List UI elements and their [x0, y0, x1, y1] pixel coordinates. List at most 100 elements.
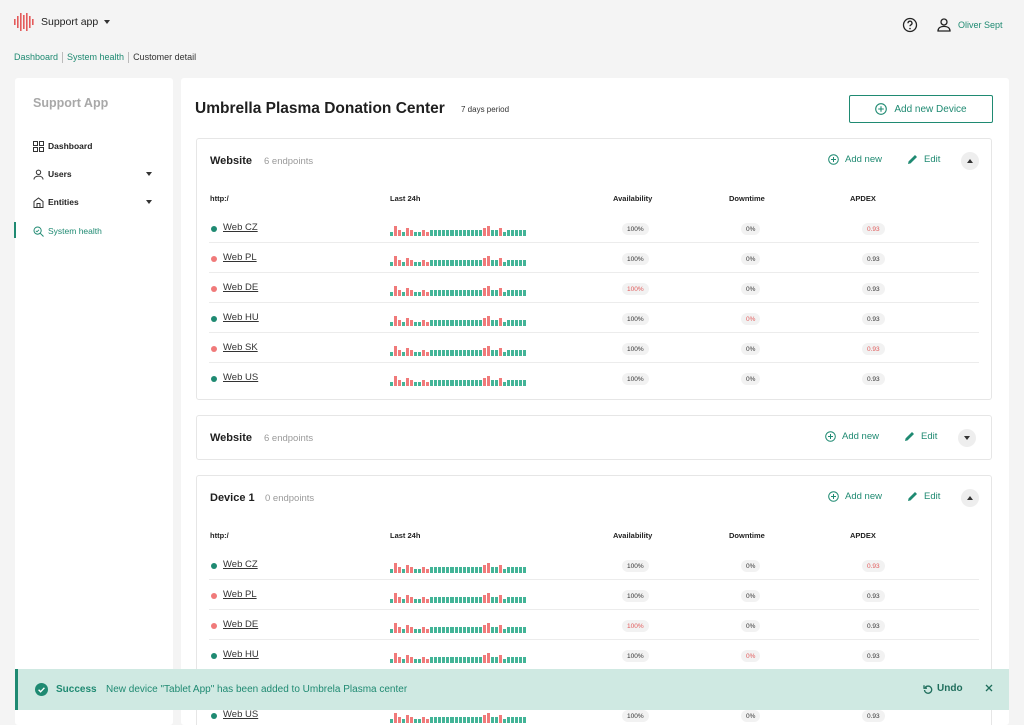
- apdex-badge: 0.93: [862, 343, 885, 355]
- endpoint-link[interactable]: Web DE: [223, 619, 259, 630]
- endpoint-link[interactable]: Web PL: [223, 252, 257, 263]
- breadcrumb-separator: [128, 52, 130, 63]
- spark-bar: [514, 627, 518, 633]
- spark-bar: [490, 320, 494, 326]
- collapse-toggle[interactable]: [961, 152, 979, 170]
- spark-bar: [394, 316, 398, 326]
- spark-bar: [519, 717, 523, 723]
- app-switcher[interactable]: Support app: [41, 16, 111, 28]
- spark-bar: [422, 320, 426, 326]
- spark-bar: [490, 657, 494, 663]
- spark-bar: [410, 260, 414, 266]
- edit-pencil-icon: [905, 432, 914, 441]
- spark-bar: [486, 316, 490, 326]
- endpoint-link[interactable]: Web CZ: [223, 222, 258, 233]
- spark-bar: [502, 232, 506, 236]
- spark-bar: [414, 382, 418, 386]
- top-bar: Support app Oliver Sept: [0, 0, 1024, 48]
- spark-bar: [426, 382, 430, 386]
- breadcrumb-current: Customer detail: [133, 52, 197, 62]
- add-endpoint-button[interactable]: Add new: [825, 431, 879, 442]
- edit-card-button[interactable]: Edit: [907, 491, 940, 502]
- endpoint-count: 6 endpoints: [264, 156, 314, 167]
- spark-bar: [398, 627, 402, 633]
- spark-bar: [474, 657, 478, 663]
- spark-bar: [458, 260, 462, 266]
- spark-bar: [398, 230, 402, 236]
- user-icon[interactable]: [936, 17, 952, 33]
- apdex-badge: 0.93: [862, 253, 885, 265]
- spark-bar: [406, 288, 410, 296]
- breadcrumb-system-health[interactable]: System health: [67, 52, 125, 62]
- add-new-device-button[interactable]: Add new Device: [849, 95, 993, 123]
- spark-bar: [430, 627, 434, 633]
- spark-bar: [462, 627, 466, 633]
- close-icon[interactable]: [983, 682, 995, 694]
- endpoint-link[interactable]: Web HU: [223, 649, 259, 660]
- downtime-badge: 0%: [741, 223, 761, 235]
- spark-bar: [438, 597, 442, 603]
- spark-bar: [414, 599, 418, 603]
- search-icon: [33, 226, 44, 237]
- spark-bar: [390, 262, 394, 266]
- spark-bar: [442, 350, 446, 356]
- endpoint-link[interactable]: Web SK: [223, 342, 258, 353]
- add-endpoint-button[interactable]: Add new: [828, 491, 882, 502]
- endpoint-link[interactable]: Web US: [223, 709, 259, 720]
- edit-card-button[interactable]: Edit: [904, 431, 937, 442]
- sidebar-item-dashboard[interactable]: Dashboard: [15, 137, 173, 155]
- availability-badge: 100%: [622, 343, 649, 355]
- spark-bar: [394, 226, 398, 236]
- spark-bar: [434, 380, 438, 386]
- spark-bar: [498, 348, 502, 356]
- edit-card-button[interactable]: Edit: [907, 154, 940, 165]
- spark-bar: [470, 290, 474, 296]
- endpoint-link[interactable]: Web CZ: [223, 559, 258, 570]
- spark-bar: [523, 380, 527, 386]
- help-icon[interactable]: [902, 17, 918, 33]
- apdex-badge: 0.93: [862, 710, 885, 722]
- add-endpoint-button[interactable]: Add new: [828, 154, 882, 165]
- spark-bar: [474, 717, 478, 723]
- user-name[interactable]: Oliver Sept: [958, 20, 1003, 30]
- spark-bar: [446, 230, 450, 236]
- spark-bar: [458, 230, 462, 236]
- spark-bar: [454, 380, 458, 386]
- sidebar-item-users[interactable]: Users: [15, 165, 173, 183]
- undo-button[interactable]: Undo: [923, 683, 963, 694]
- sidebar-item-system-health[interactable]: System health: [14, 222, 173, 240]
- endpoint-link[interactable]: Web PL: [223, 589, 257, 600]
- spark-bar: [478, 717, 482, 723]
- spark-bar: [418, 322, 422, 326]
- spark-bar: [486, 563, 490, 573]
- collapse-toggle[interactable]: [958, 429, 976, 447]
- spark-bar: [462, 380, 466, 386]
- spark-bar: [450, 380, 454, 386]
- spark-bar: [510, 320, 514, 326]
- spark-bar: [414, 352, 418, 356]
- status-dot: [211, 653, 217, 659]
- spark-bar: [398, 567, 402, 573]
- column-header-apdex: APDEX: [850, 194, 876, 203]
- spark-bar: [402, 352, 406, 356]
- downtime-badge: 0%: [741, 253, 761, 265]
- spark-bar: [494, 627, 498, 633]
- spark-bar: [426, 352, 430, 356]
- add-endpoint-label: Add new: [845, 491, 882, 502]
- endpoint-link[interactable]: Web US: [223, 372, 259, 383]
- sidebar-item-entities[interactable]: Entities: [15, 193, 173, 211]
- spark-bar: [506, 260, 510, 266]
- chevron-up-icon: [967, 159, 973, 163]
- spark-bar: [474, 597, 478, 603]
- endpoint-link[interactable]: Web HU: [223, 312, 259, 323]
- breadcrumb-dashboard[interactable]: Dashboard: [14, 52, 59, 62]
- spark-bar: [418, 352, 422, 356]
- add-new-device-label: Add new Device: [894, 103, 967, 115]
- endpoint-link[interactable]: Web DE: [223, 282, 259, 293]
- collapse-toggle[interactable]: [961, 489, 979, 507]
- spark-bar: [510, 657, 514, 663]
- spark-bar: [430, 380, 434, 386]
- spark-bar: [482, 655, 486, 663]
- table-row: Web HU 100% 0% 0.93: [209, 303, 979, 333]
- spark-bar: [410, 320, 414, 326]
